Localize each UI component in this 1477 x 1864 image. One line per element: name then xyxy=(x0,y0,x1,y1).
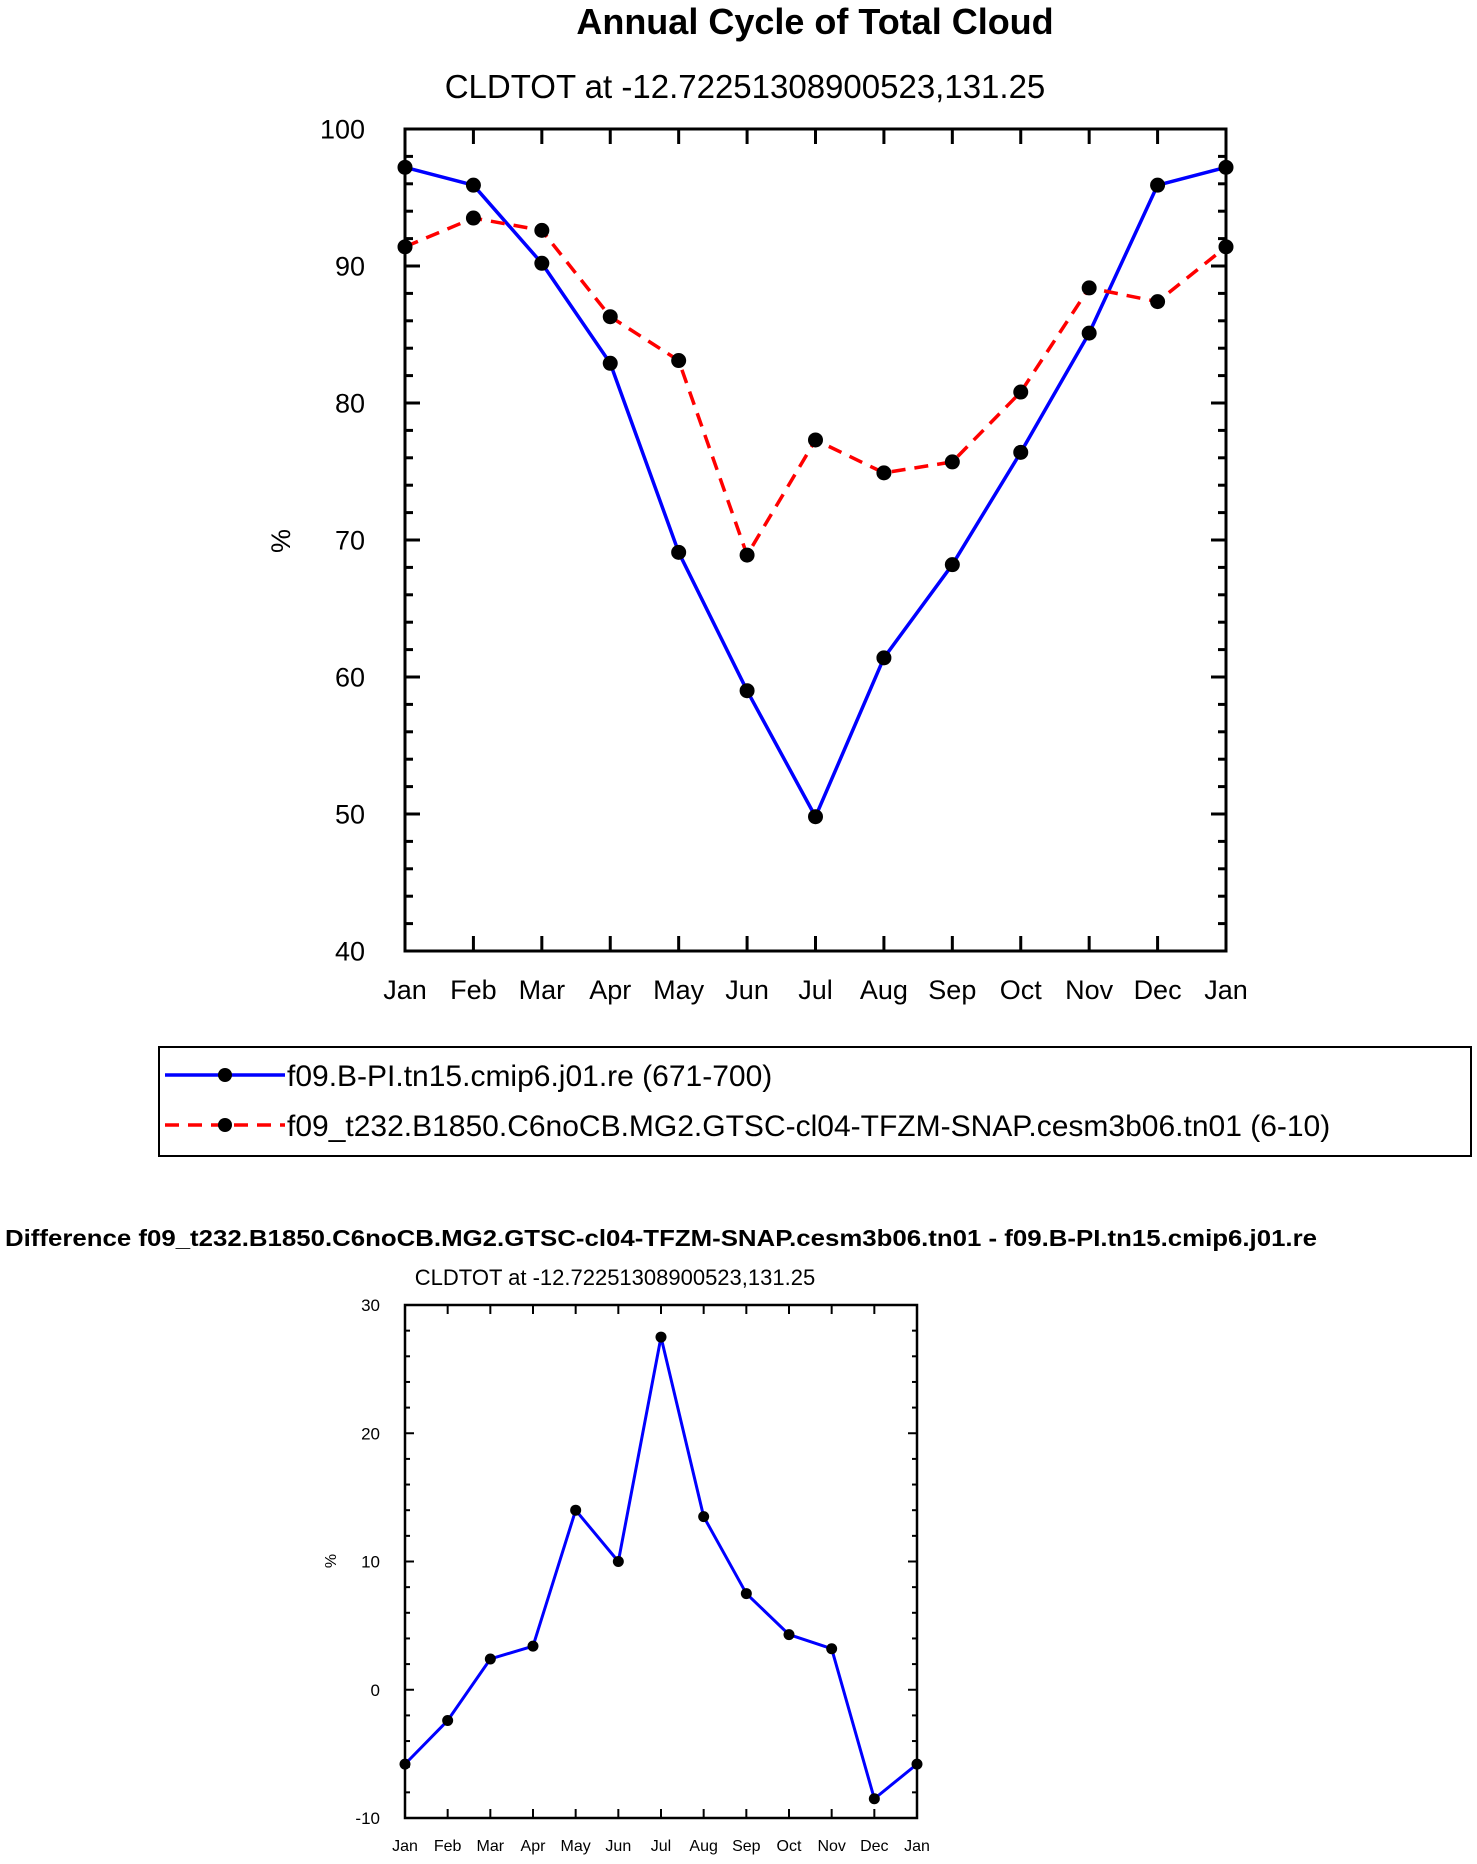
bottom-ytick-label: 0 xyxy=(371,1681,380,1700)
bottom-ytick-label: -10 xyxy=(355,1809,380,1828)
top-series-1-point xyxy=(465,177,481,193)
top-series-1-point xyxy=(602,355,618,371)
top-series-2-point xyxy=(739,547,755,563)
top-xtick-label: Oct xyxy=(1000,975,1043,1005)
top-series-2-point xyxy=(944,454,960,470)
legend-label-series-2: f09_t232.B1850.C6noCB.MG2.GTSC-cl04-TFZM… xyxy=(287,1110,1330,1143)
bottom-series-1-point xyxy=(868,1793,880,1805)
top-ytick-label: 70 xyxy=(335,526,365,556)
top-series-2-point xyxy=(671,353,687,369)
top-xtick-label: Dec xyxy=(1134,975,1182,1005)
top-series-2-point xyxy=(602,309,618,325)
bottom-chart-plot-area xyxy=(399,1331,923,1805)
legend-entry-series-2: f09_t232.B1850.C6noCB.MG2.GTSC-cl04-TFZM… xyxy=(165,1110,1330,1143)
legend: f09.B-PI.tn15.cmip6.j01.re (671-700) f09… xyxy=(158,1046,1472,1157)
top-xtick-label: Aug xyxy=(860,975,908,1005)
top-series-1-point xyxy=(808,809,823,825)
top-series-1-point xyxy=(1150,177,1166,193)
top-series-line-1 xyxy=(404,165,1227,819)
top-xtick-label: Sep xyxy=(928,975,976,1005)
top-xtick-label: Jul xyxy=(798,975,833,1005)
bottom-series-1-point xyxy=(698,1511,710,1523)
bottom-series-1-point xyxy=(570,1504,582,1516)
top-series-2-point xyxy=(1081,280,1097,296)
bottom-series-line-1 xyxy=(403,1335,918,1801)
bottom-xtick-label: Sep xyxy=(732,1838,761,1855)
legend-marker-series-1 xyxy=(218,1068,232,1082)
top-chart-plot-area xyxy=(397,159,1234,825)
difference-chart: Difference f09_t232.B1850.C6noCB.MG2.GTS… xyxy=(5,1225,1317,1855)
bottom-chart-axes: Jan Feb Mar Apr May Jun Jul Aug Sep Oct Nov Dec Jan-… xyxy=(355,1296,929,1855)
bottom-series-1-point xyxy=(740,1588,752,1600)
top-series-2-point xyxy=(876,465,892,481)
top-series-1-point xyxy=(944,557,960,573)
annual-cycle-chart: Annual Cycle of Total Cloud CLDTOT at -1… xyxy=(266,1,1248,1005)
bottom-ytick-label: 30 xyxy=(361,1296,380,1315)
bottom-series-1-point xyxy=(826,1643,838,1655)
top-series-1-point xyxy=(1013,444,1029,460)
top-xtick-label: Apr xyxy=(589,975,631,1005)
top-ytick-label: 90 xyxy=(335,252,365,282)
bottom-chart-title: Difference f09_t232.B1850.C6noCB.MG2.GTS… xyxy=(5,1225,1317,1251)
top-xtick-label: Feb xyxy=(450,975,497,1005)
top-series-2-point xyxy=(1150,294,1166,310)
legend-box xyxy=(158,1046,1472,1157)
top-xtick-label: May xyxy=(653,975,705,1005)
bottom-xtick-label: Apr xyxy=(521,1838,547,1855)
top-series-2-point xyxy=(808,432,823,448)
bottom-xtick-label: Oct xyxy=(777,1838,802,1855)
bottom-xtick-label: Aug xyxy=(689,1838,717,1855)
bottom-ytick-label: 20 xyxy=(361,1424,380,1443)
top-chart-subtitle: CLDTOT at -12.72251308900523,131.25 xyxy=(445,68,1046,105)
bottom-xtick-label: Feb xyxy=(434,1838,462,1855)
top-ytick-label: 40 xyxy=(335,937,365,967)
top-series-1-point xyxy=(876,650,892,666)
top-series-1-point xyxy=(1081,325,1097,341)
legend-entry-series-1: f09.B-PI.tn15.cmip6.j01.re (671-700) xyxy=(165,1060,772,1093)
bottom-xtick-label: Jun xyxy=(605,1838,631,1855)
bottom-series-1-point xyxy=(655,1331,667,1343)
top-chart-ylabel: % xyxy=(266,529,296,553)
top-xtick-label: Jan xyxy=(1204,975,1248,1005)
bottom-series-1-point xyxy=(442,1715,454,1727)
top-series-2-point xyxy=(465,210,481,226)
top-chart-axes: Jan Feb Mar Apr May Jun Jul Aug Sep Oct Nov Dec Jan 4… xyxy=(320,115,1248,1005)
top-chart-frame xyxy=(403,127,1228,953)
bottom-xtick-label: May xyxy=(561,1838,591,1855)
bottom-xtick-label: Jan xyxy=(904,1838,930,1855)
top-xtick-label: Nov xyxy=(1065,975,1114,1005)
top-series-2-point xyxy=(1013,384,1029,400)
top-xtick-label: Jan xyxy=(383,975,427,1005)
top-ytick-label: 100 xyxy=(320,115,365,145)
bottom-series-1-point xyxy=(527,1640,539,1652)
bottom-chart-subtitle: CLDTOT at -12.72251308900523,131.25 xyxy=(415,1265,815,1290)
bottom-chart-frame xyxy=(403,1303,919,1820)
legend-label-series-1: f09.B-PI.tn15.cmip6.j01.re (671-700) xyxy=(287,1060,772,1093)
bottom-series-1-point xyxy=(484,1653,496,1665)
top-xtick-label: Jun xyxy=(725,975,769,1005)
top-chart-title: Annual Cycle of Total Cloud xyxy=(576,1,1053,42)
legend-marker-series-2 xyxy=(218,1118,232,1132)
top-series-2-point xyxy=(534,222,550,238)
top-ytick-label: 60 xyxy=(335,663,365,693)
top-series-1-point xyxy=(534,255,550,271)
top-xtick-label: Mar xyxy=(519,975,566,1005)
top-ytick-label: 50 xyxy=(335,800,365,830)
top-series-1-point xyxy=(739,683,755,699)
top-series-line-2 xyxy=(404,216,1228,557)
bottom-xtick-label: Jul xyxy=(651,1838,671,1855)
bottom-ytick-label: 10 xyxy=(361,1553,380,1572)
bottom-chart-ylabel: % xyxy=(323,1554,340,1568)
bottom-xtick-label: Jan xyxy=(392,1838,418,1855)
bottom-series-1-point xyxy=(783,1629,795,1641)
top-ytick-label: 80 xyxy=(335,389,365,419)
bottom-xtick-label: Mar xyxy=(477,1838,505,1855)
bottom-xtick-label: Dec xyxy=(860,1838,888,1855)
bottom-xtick-label: Nov xyxy=(817,1838,845,1855)
bottom-series-1-point xyxy=(612,1556,624,1567)
top-series-1-point xyxy=(671,544,687,560)
